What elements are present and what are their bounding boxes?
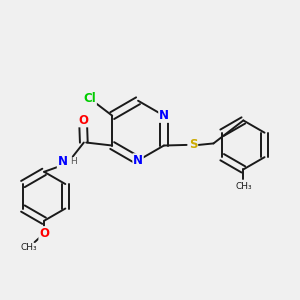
Text: S: S (189, 138, 197, 152)
Text: H: H (70, 158, 76, 166)
Text: CH₃: CH₃ (21, 243, 38, 252)
Text: O: O (39, 227, 49, 240)
Text: N: N (159, 109, 169, 122)
Text: N: N (57, 155, 68, 168)
Text: CH₃: CH₃ (235, 182, 252, 191)
Text: N: N (133, 154, 143, 167)
Text: O: O (78, 114, 88, 127)
Text: Cl: Cl (83, 92, 96, 105)
